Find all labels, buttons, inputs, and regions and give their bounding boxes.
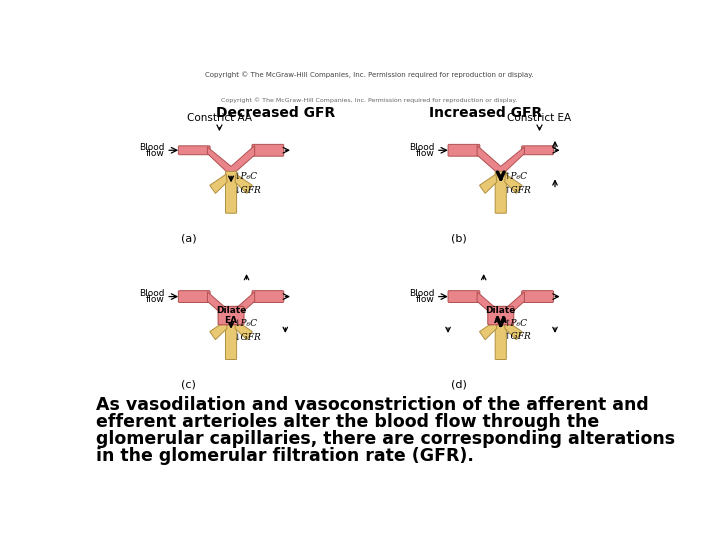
- Text: efferent arterioles alter the blood flow through the: efferent arterioles alter the blood flow…: [96, 413, 600, 431]
- FancyBboxPatch shape: [252, 144, 284, 156]
- Polygon shape: [210, 174, 227, 193]
- Text: in the glomerular filtration rate (GFR).: in the glomerular filtration rate (GFR).: [96, 447, 474, 465]
- Text: (c): (c): [181, 379, 196, 389]
- FancyBboxPatch shape: [179, 291, 210, 302]
- Text: Blood: Blood: [139, 289, 165, 298]
- Text: ↓P₆C: ↓P₆C: [233, 172, 257, 181]
- Polygon shape: [235, 320, 252, 340]
- FancyBboxPatch shape: [218, 306, 244, 325]
- Polygon shape: [480, 320, 497, 340]
- Text: (a): (a): [181, 233, 197, 243]
- Text: ↑P₆C: ↑P₆C: [503, 172, 527, 181]
- FancyBboxPatch shape: [448, 144, 480, 156]
- Polygon shape: [210, 320, 227, 340]
- Text: Constrict AA: Constrict AA: [187, 112, 252, 123]
- Polygon shape: [207, 292, 255, 322]
- FancyBboxPatch shape: [522, 146, 554, 155]
- Polygon shape: [235, 174, 252, 193]
- Text: flow: flow: [146, 148, 165, 158]
- Text: ↓GFR: ↓GFR: [233, 333, 261, 341]
- Polygon shape: [207, 145, 255, 176]
- FancyBboxPatch shape: [252, 291, 284, 302]
- Text: Copyright © The McGraw-Hill Companies, Inc. Permission required for reproduction: Copyright © The McGraw-Hill Companies, I…: [221, 98, 517, 103]
- FancyBboxPatch shape: [522, 291, 554, 302]
- Polygon shape: [480, 174, 497, 193]
- Text: As vasodilation and vasoconstriction of the afferent and: As vasodilation and vasoconstriction of …: [96, 396, 649, 414]
- FancyBboxPatch shape: [179, 146, 210, 155]
- Text: ↑P₆C: ↑P₆C: [503, 319, 527, 328]
- FancyBboxPatch shape: [488, 306, 513, 325]
- Text: ↑GFR: ↑GFR: [503, 186, 531, 195]
- Text: glomerular capillaries, there are corresponding alterations: glomerular capillaries, there are corres…: [96, 430, 675, 448]
- Text: Blood: Blood: [139, 143, 165, 152]
- Polygon shape: [505, 320, 522, 340]
- FancyBboxPatch shape: [495, 318, 506, 360]
- Text: Dilate
EA: Dilate EA: [216, 306, 246, 325]
- Text: Blood: Blood: [409, 143, 434, 152]
- Text: Blood: Blood: [409, 289, 434, 298]
- FancyBboxPatch shape: [225, 318, 237, 360]
- Text: Decreased GFR: Decreased GFR: [217, 105, 336, 119]
- FancyBboxPatch shape: [448, 291, 480, 302]
- Polygon shape: [505, 174, 522, 193]
- Text: ↓P₆C: ↓P₆C: [233, 319, 257, 328]
- Text: Dilate
AA: Dilate AA: [485, 306, 516, 325]
- Text: ↓GFR: ↓GFR: [233, 186, 261, 195]
- Text: (d): (d): [451, 379, 467, 389]
- Text: Increased GFR: Increased GFR: [428, 105, 542, 119]
- Text: flow: flow: [415, 148, 434, 158]
- FancyBboxPatch shape: [495, 171, 506, 213]
- FancyBboxPatch shape: [225, 171, 237, 213]
- Text: ↑GFR: ↑GFR: [503, 333, 531, 341]
- Text: flow: flow: [146, 295, 165, 304]
- Text: Constrict EA: Constrict EA: [508, 112, 572, 123]
- Text: Copyright © The McGraw-Hill Companies, Inc. Permission required for reproduction: Copyright © The McGraw-Hill Companies, I…: [204, 71, 534, 78]
- Polygon shape: [477, 145, 524, 176]
- Text: flow: flow: [415, 295, 434, 304]
- Polygon shape: [477, 292, 524, 322]
- Text: (b): (b): [451, 233, 467, 243]
